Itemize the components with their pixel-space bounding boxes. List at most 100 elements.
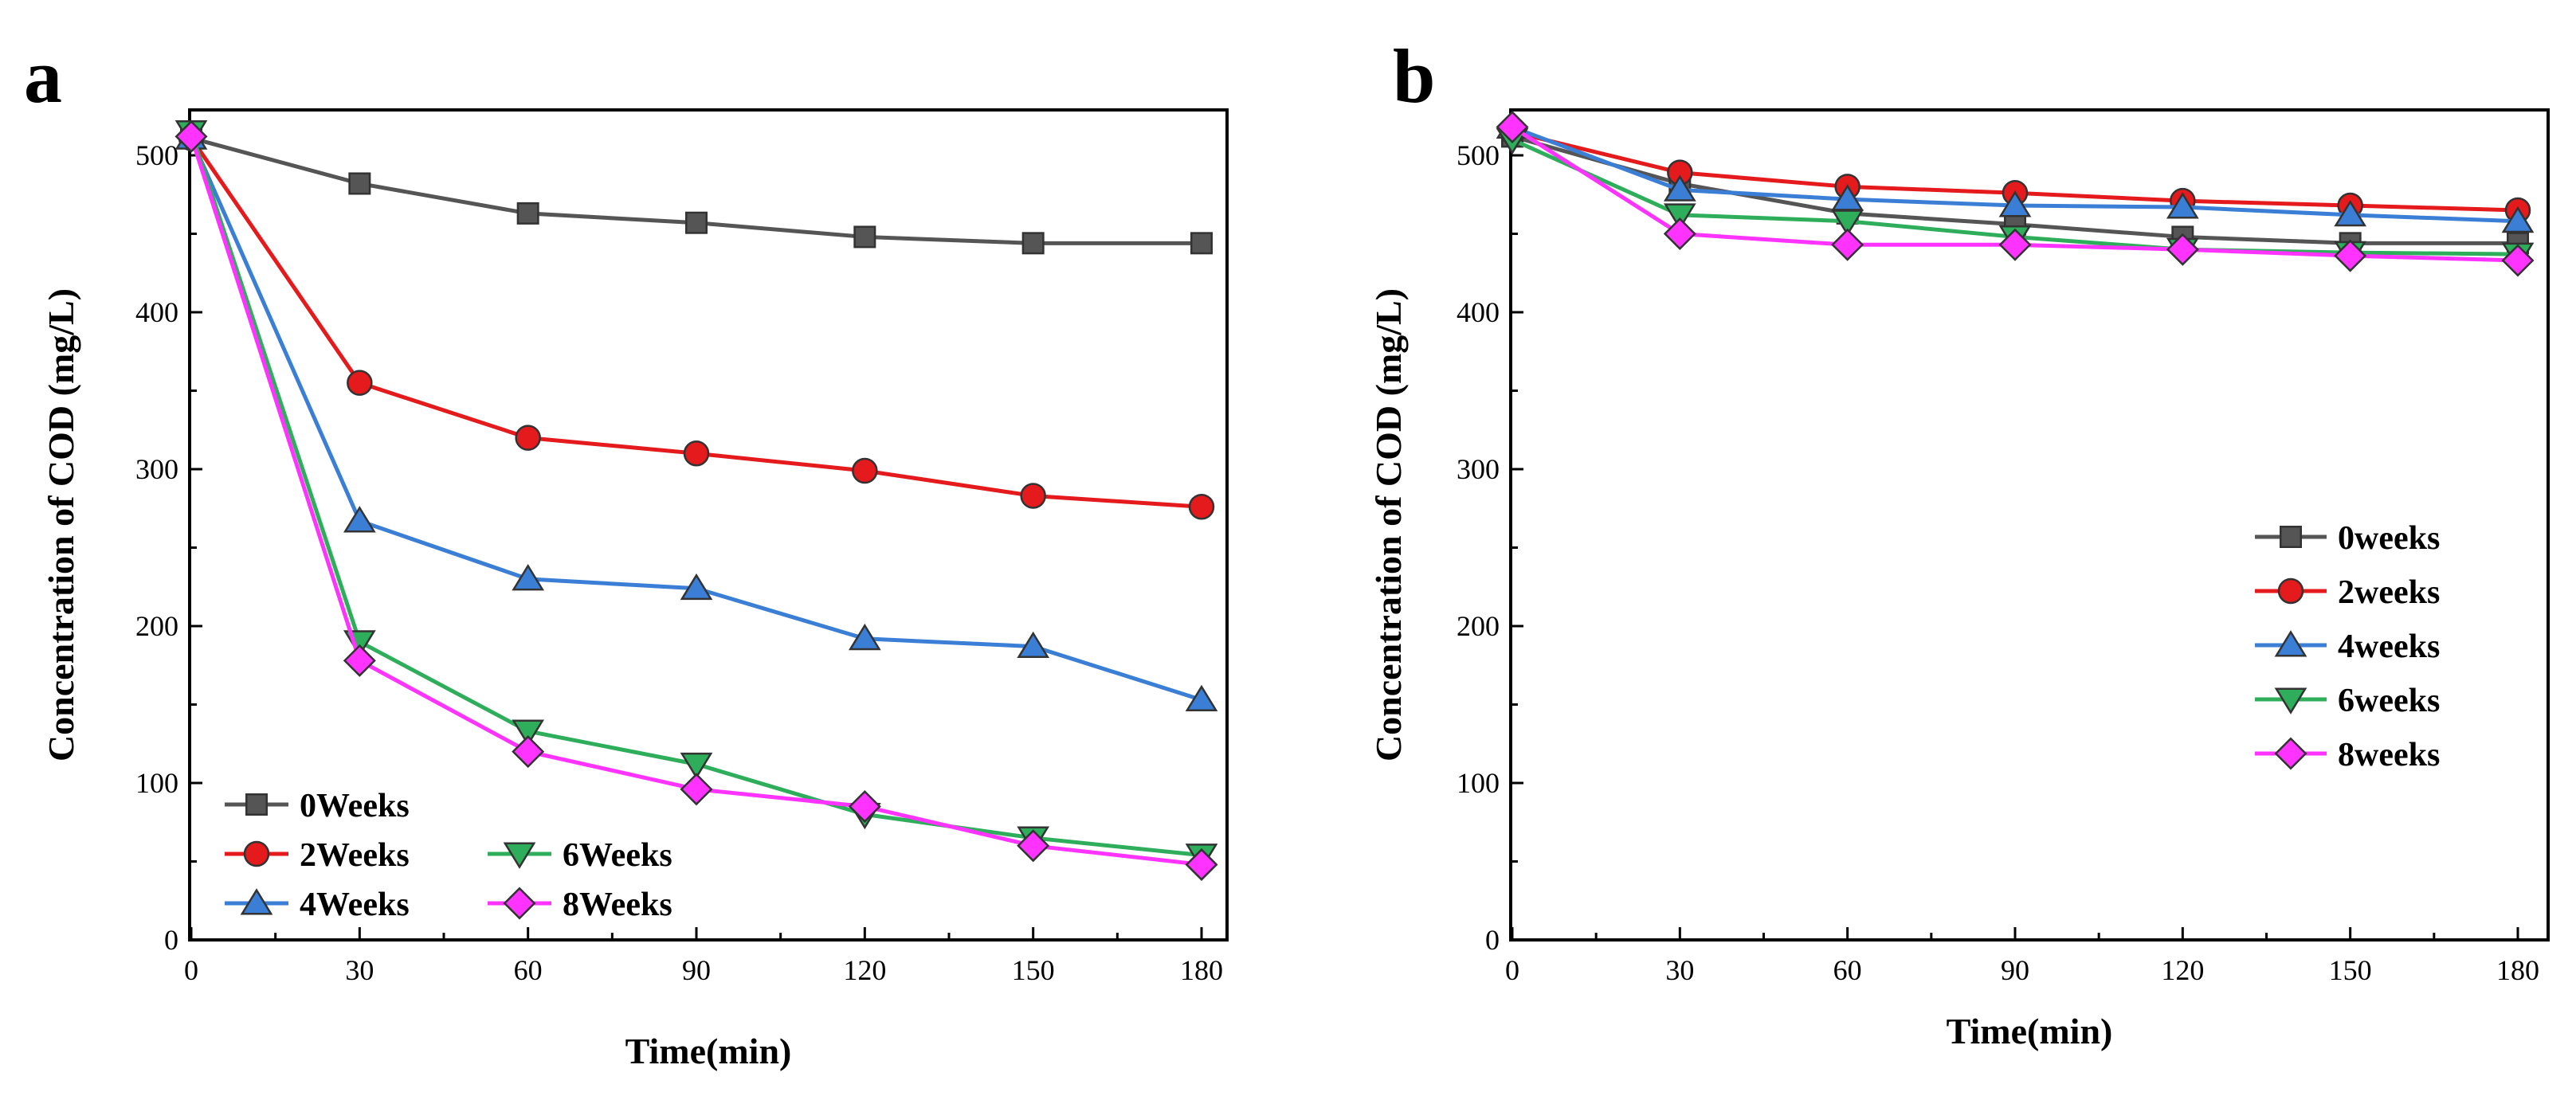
panel-b-series-4-point <box>2334 239 2367 272</box>
panel-a-legend: 0Weeks 2Weeks 4Weeks 6Weeks 8Weeks <box>225 788 672 923</box>
panel-a-series <box>174 119 1218 881</box>
panel-a-letter: a <box>24 33 62 119</box>
panel-a-series-0-point <box>1021 232 1045 255</box>
panel-b-series-2-point <box>2501 206 2535 233</box>
panel-b-legend-label: 2weeks <box>2338 574 2440 611</box>
panel-a-series-3-point <box>680 752 713 780</box>
panel-b-series-2-point <box>1998 190 2032 217</box>
panel-a-series-0-point <box>516 202 539 225</box>
panel-a-x-axis-title: Time(min) <box>625 1031 792 1071</box>
panel-b-y-tick-label: 500 <box>1457 139 1500 171</box>
panel-b-series-3-point <box>1831 209 1864 237</box>
panel-b-series-4-point <box>1496 111 1529 144</box>
panel-b-legend-label: 8weeks <box>2338 737 2440 773</box>
panel-b-x-tick-label: 180 <box>2496 954 2539 986</box>
panel-b-y-tick-label: 100 <box>1457 767 1500 799</box>
panel-a-legend-item: 2Weeks <box>225 837 410 874</box>
panel-b-y-tick-label: 0 <box>1485 924 1500 956</box>
panel-b-series-4 <box>1496 111 2535 277</box>
panel-b-legend-label: 0weeks <box>2338 520 2440 557</box>
panel-b-letter: b <box>1393 33 1435 119</box>
panel-a-legend-swatch-marker <box>240 888 273 915</box>
panel-b-series-4-point <box>1831 228 1864 261</box>
panel-a-series-4 <box>174 119 1218 881</box>
panel-b-ticks: 0 30 60 90 120 150 180 0 100 200 300 400 500 <box>1457 139 2539 986</box>
panel-a-legend-label: 2Weeks <box>300 837 410 874</box>
panel-b-series-4-point <box>1998 228 2032 261</box>
panel-b-series-4-point <box>2166 233 2199 266</box>
panel-a-series-1-point <box>515 425 541 451</box>
panel-b-series-3-point <box>1663 203 1696 230</box>
panel-a-series-2 <box>174 123 1218 712</box>
panel-b-x-tick-label: 120 <box>2161 954 2204 986</box>
panel-a-ticks: 0 30 60 90 120 150 180 0 100 200 300 400 500 <box>135 139 1223 986</box>
panel-a-series-4-point <box>1185 848 1218 881</box>
panel-a-series-1-point <box>852 457 878 484</box>
panel-a-legend-swatch-marker <box>243 840 270 867</box>
panel-a-series-0-point <box>685 211 708 234</box>
panel-b-y-tick-label: 300 <box>1457 453 1500 485</box>
panel-b-y-tick-label: 200 <box>1457 610 1500 642</box>
panel-a-y-tick-label: 400 <box>135 296 178 328</box>
panel-a-series-1-point <box>1020 483 1046 509</box>
panel-a-series-0-point <box>853 225 876 249</box>
panel-b-legend-swatch-marker <box>2274 630 2307 657</box>
panel-a-x-tick-label: 0 <box>184 954 198 986</box>
panel-b-series <box>1496 111 2535 277</box>
panel-b-legend-label: 4weeks <box>2338 628 2440 665</box>
panel-a-series-0-point <box>1190 232 1213 255</box>
panel-b-legend-item: 0weeks <box>2255 520 2440 557</box>
panel-a-series-4-point <box>512 735 545 769</box>
panel-b-x-tick-label: 90 <box>2001 954 2029 986</box>
panel-b-y-axis-title: Concentration of COD (mg/L) <box>1368 288 1409 761</box>
panel-a-x-tick-label: 60 <box>514 954 543 986</box>
panel-a-y-tick-label: 300 <box>135 453 178 485</box>
panel-a-legend-swatch-marker <box>503 842 536 869</box>
panel-b-series-4-point <box>1663 217 1696 251</box>
panel-a-legend-item: 4Weeks <box>225 887 410 923</box>
panel-b-series-2-point <box>2334 199 2367 227</box>
panel-b-legend-swatch-marker <box>2274 687 2307 714</box>
panel-b: b 0 30 60 90 120 150 180 0 100 200 300 400 500 Time(… <box>1368 33 2550 1051</box>
panel-b-series-2-point <box>1663 174 1696 202</box>
panel-b-legend-item: 4weeks <box>2255 628 2440 665</box>
panel-a-x-tick-label: 90 <box>682 954 711 986</box>
panel-a-legend-item: 8Weeks <box>488 887 672 923</box>
panel-b-series-4-point <box>2501 244 2535 277</box>
panel-b-series-2-point <box>2166 192 2199 219</box>
panel-a-x-tick-label: 150 <box>1012 954 1055 986</box>
panel-b-plot-frame <box>1509 108 2550 942</box>
panel-a-y-tick-label: 500 <box>135 139 178 171</box>
panel-a-series-2-point <box>1185 684 1218 712</box>
panel-a-y-tick-label: 0 <box>164 924 178 956</box>
panel-b-legend-label: 6weeks <box>2338 683 2440 719</box>
panel-a-y-axis-title: Concentration of COD (mg/L) <box>41 288 81 761</box>
panel-b-legend-item: 2weeks <box>2255 574 2440 611</box>
panel-a-series-1-point <box>347 370 373 396</box>
panel-a-series-4-point <box>1017 829 1050 863</box>
panel-a-y-tick-label: 100 <box>135 767 178 799</box>
panel-b-legend-swatch-marker <box>2274 737 2307 770</box>
panel-b-x-tick-label: 30 <box>1665 954 1694 986</box>
panel-b-x-tick-label: 60 <box>1833 954 1862 986</box>
panel-a-legend-label: 4Weeks <box>300 887 410 923</box>
panel-a-x-tick-label: 120 <box>843 954 886 986</box>
panel-b-y-tick-label: 400 <box>1457 296 1500 328</box>
panel-a-y-tick-label: 200 <box>135 610 178 642</box>
panel-b-legend-item: 6weeks <box>2255 683 2440 719</box>
panel-a-series-1-point <box>1188 494 1215 520</box>
panel-a-x-tick-label: 180 <box>1180 954 1223 986</box>
panel-a-legend-label: 6Weeks <box>563 837 672 874</box>
panel-a-legend-item: 0Weeks <box>225 788 410 824</box>
panel-b-legend-item: 8weeks <box>2255 737 2440 773</box>
panel-a-series-2-point <box>680 573 713 601</box>
panel-a-series-4-point <box>174 119 208 153</box>
panel-a-x-tick-label: 30 <box>345 954 374 986</box>
panel-a-series-2-point <box>343 506 376 533</box>
panel-b-legend: 0weeks 2weeks 4weeks 6weeks 8weeks <box>2255 520 2440 773</box>
panel-a-series-2-point <box>1017 631 1050 659</box>
panel-a-legend-swatch-marker <box>503 887 536 920</box>
panel-a-series-4-point <box>848 790 881 824</box>
panel-a-series-2-point <box>848 623 881 651</box>
